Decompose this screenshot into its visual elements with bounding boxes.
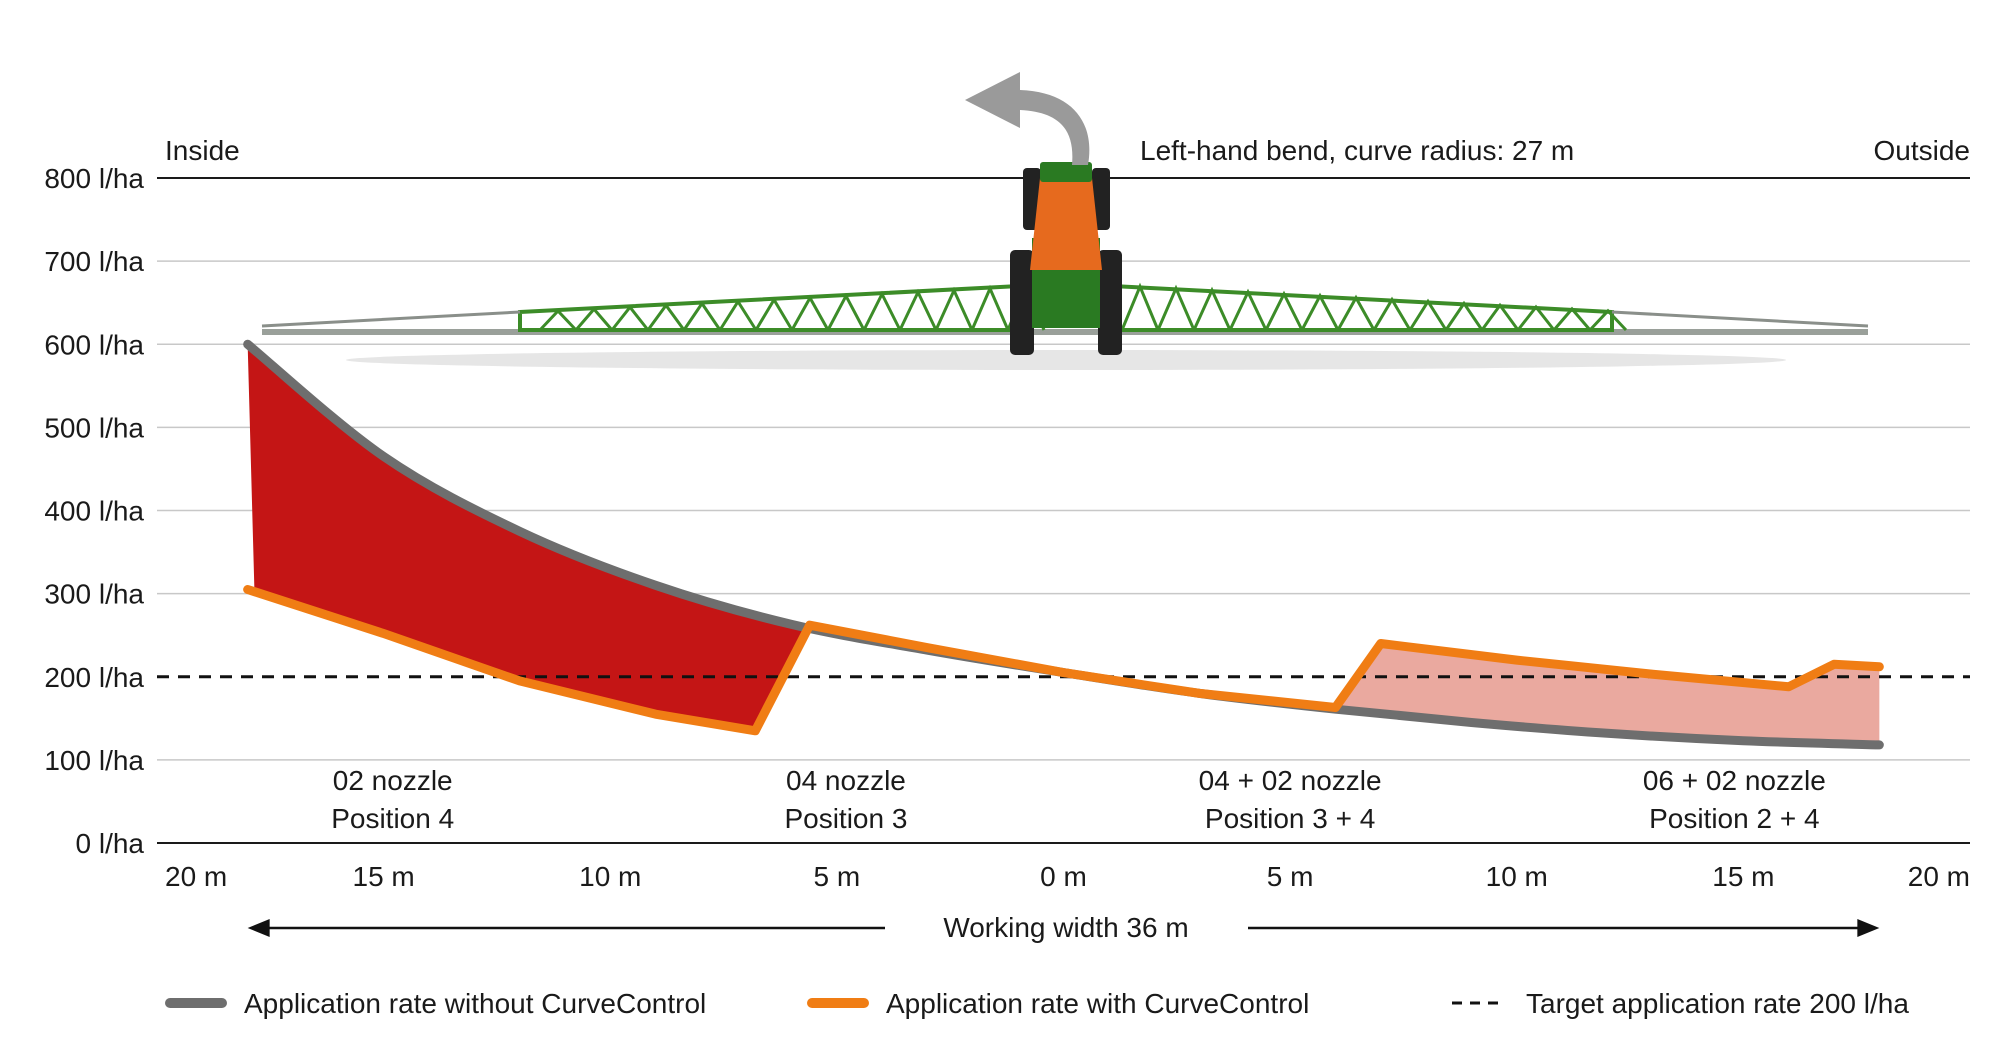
nozzle-position-label: Position 4 xyxy=(331,803,454,834)
nozzle-label: 04 + 02 nozzle xyxy=(1199,765,1382,796)
y-tick-label: 0 l/ha xyxy=(76,828,145,859)
boom-bar xyxy=(262,329,1868,335)
series-with-curvecontrol xyxy=(243,584,1884,736)
y-tick-label: 600 l/ha xyxy=(44,329,144,360)
nozzle-label: 06 + 02 nozzle xyxy=(1643,765,1826,796)
inside-label: Inside xyxy=(165,135,240,166)
x-tick-label: 5 m xyxy=(1267,861,1314,892)
boom-zigzag-right xyxy=(1120,282,1628,332)
tractor-cab xyxy=(1040,162,1092,182)
nozzle-position-label: Position 3 + 4 xyxy=(1205,803,1375,834)
nozzle-label: 04 nozzle xyxy=(786,765,906,796)
line-layer xyxy=(157,339,1970,750)
x-tick-label: 15 m xyxy=(353,861,415,892)
boom-zigzag-left xyxy=(538,282,1046,332)
chart-title: Left-hand bend, curve radius: 27 m xyxy=(1140,135,1574,166)
y-tick-label: 300 l/ha xyxy=(44,579,144,610)
text-layer: Inside Outside Left-hand bend, curve rad… xyxy=(165,135,1970,943)
tick-layer: 0 l/ha 100 l/ha 200 l/ha 300 l/ha 400 l/ha 50… xyxy=(44,163,1970,937)
ground-shadow xyxy=(346,350,1786,370)
sprayer-illustration xyxy=(261,72,1869,370)
legend: Application rate without CurveControl App… xyxy=(165,988,1909,1019)
boom-tips xyxy=(261,310,1869,328)
legend-label: Application rate with CurveControl xyxy=(886,988,1309,1019)
x-tick-label: 15 m xyxy=(1712,861,1774,892)
x-tick-label: 20 m xyxy=(165,861,227,892)
rear-right-wheel xyxy=(1098,250,1122,355)
y-tick-label: 500 l/ha xyxy=(44,412,144,443)
y-tick-label: 800 l/ha xyxy=(44,163,144,194)
turn-direction-arrow xyxy=(965,72,1090,165)
legend-label: Target application rate 200 l/ha xyxy=(1526,988,1909,1019)
x-tick-label: 10 m xyxy=(579,861,641,892)
rear-left-wheel xyxy=(1010,250,1034,355)
y-tick-label: 200 l/ha xyxy=(44,662,144,693)
x-tick-label: 20 m xyxy=(1908,861,1970,892)
arrowhead-left xyxy=(247,919,270,937)
y-tick-label: 100 l/ha xyxy=(44,745,144,776)
x-tick-label: 0 m xyxy=(1040,861,1087,892)
nozzle-label: 02 nozzle xyxy=(333,765,453,796)
arrowhead-right xyxy=(1857,919,1880,937)
x-tick-label: 5 m xyxy=(814,861,861,892)
outside-label: Outside xyxy=(1874,135,1971,166)
nozzle-position-label: Position 2 + 4 xyxy=(1649,803,1819,834)
front-right-wheel xyxy=(1092,168,1110,230)
fill-layer xyxy=(247,344,1880,745)
y-tick-label: 400 l/ha xyxy=(44,496,144,527)
y-tick-label: 700 l/ha xyxy=(44,246,144,277)
x-tick-label: 10 m xyxy=(1486,861,1548,892)
working-width-label: Working width 36 m xyxy=(943,912,1188,943)
legend-label: Application rate without CurveControl xyxy=(244,988,706,1019)
sprayer-tank xyxy=(1030,178,1102,270)
nozzle-position-label: Position 3 xyxy=(784,803,907,834)
